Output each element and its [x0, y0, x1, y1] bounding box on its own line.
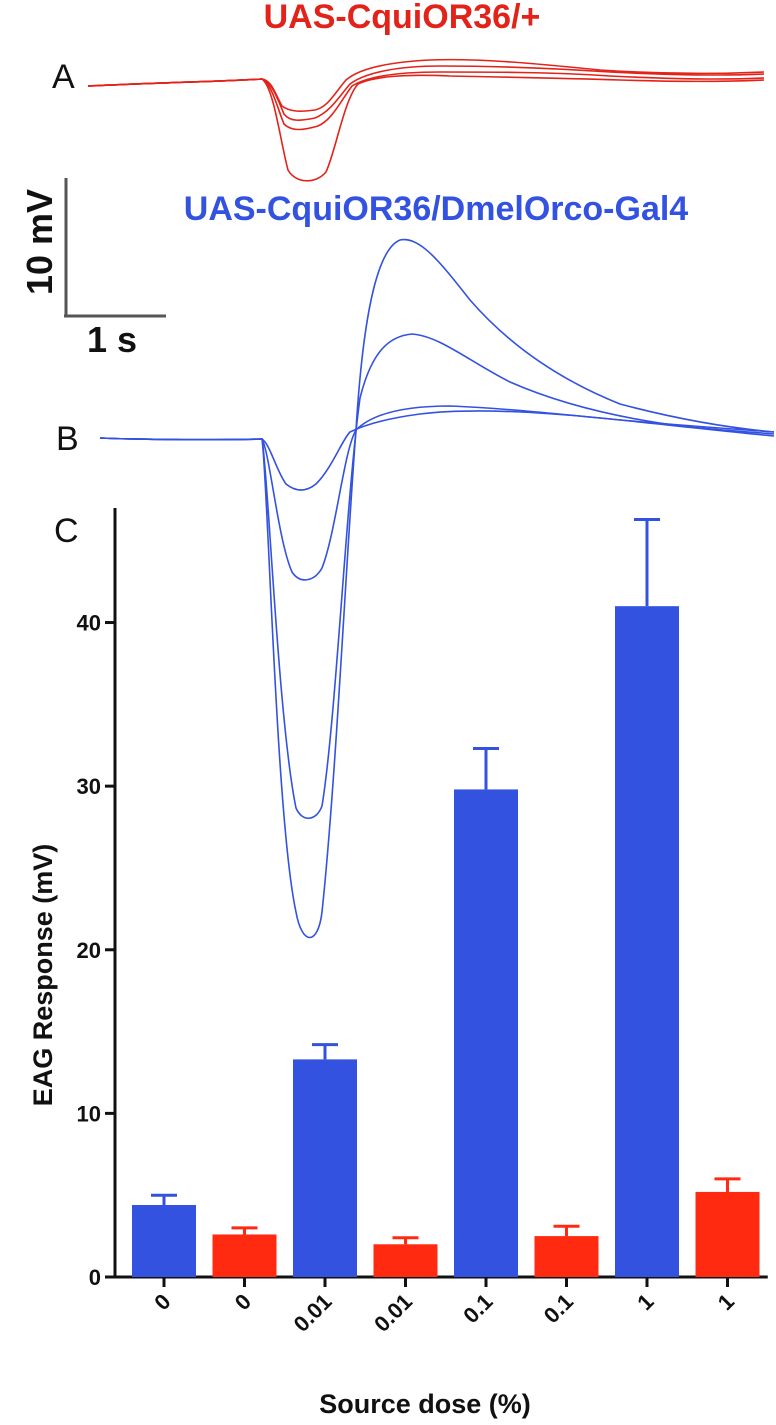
red-traces [87, 58, 765, 182]
y-tick-label: 10 [77, 1101, 101, 1126]
blue-trace-title: UAS-CquiOR36/DmelOrco-Gal4 [184, 190, 689, 228]
blue-trace-4 [99, 238, 775, 939]
panel-label-a: A [52, 58, 75, 96]
y-tick-label: 40 [77, 611, 101, 636]
blue-trace-1 [99, 410, 775, 491]
y-axis-title: EAG Response (mV) [28, 844, 58, 1107]
bar [454, 789, 518, 1277]
bar [373, 1244, 438, 1277]
x-tick-label: 0.01 [369, 1289, 417, 1337]
scale-bar: 10 mV 1 s [19, 178, 166, 360]
bar-chart: 0 10 20 30 40 0 0 0.01 0.01 0.1 0.1 1 1 [77, 508, 768, 1337]
x-tick-label: 0.01 [289, 1289, 337, 1337]
y-tick-label: 30 [77, 774, 101, 799]
scale-bar-horizontal-label: 1 s [87, 319, 137, 360]
scale-bar-vertical-label: 10 mV [19, 189, 60, 295]
x-tick-label: 0 [149, 1289, 175, 1315]
panel-label-c: C [54, 512, 79, 550]
blue-trace-3 [99, 333, 775, 820]
y-tick-label: 20 [77, 938, 101, 963]
bar [534, 1236, 599, 1277]
red-trace-2 [87, 65, 765, 121]
blue-traces [99, 238, 775, 939]
x-tick-label: 0.1 [539, 1289, 578, 1328]
bar [293, 1059, 357, 1277]
bar [212, 1234, 277, 1277]
blue-trace-2 [99, 405, 775, 581]
panel-label-b: B [56, 420, 79, 458]
bar [132, 1205, 196, 1277]
bar [695, 1191, 760, 1277]
x-axis-title: Source dose (%) [319, 1389, 531, 1419]
x-tick-label: 0 [230, 1289, 256, 1315]
x-tick-label: 0.1 [458, 1289, 497, 1328]
red-trace-4 [87, 74, 765, 182]
x-tick-label: 1 [632, 1289, 658, 1315]
y-tick-label: 0 [89, 1265, 101, 1290]
red-trace-title: UAS-CquiOR36/+ [264, 0, 541, 36]
x-tick-label: 1 [713, 1289, 739, 1315]
bar [615, 606, 679, 1277]
red-trace-1 [87, 58, 765, 112]
